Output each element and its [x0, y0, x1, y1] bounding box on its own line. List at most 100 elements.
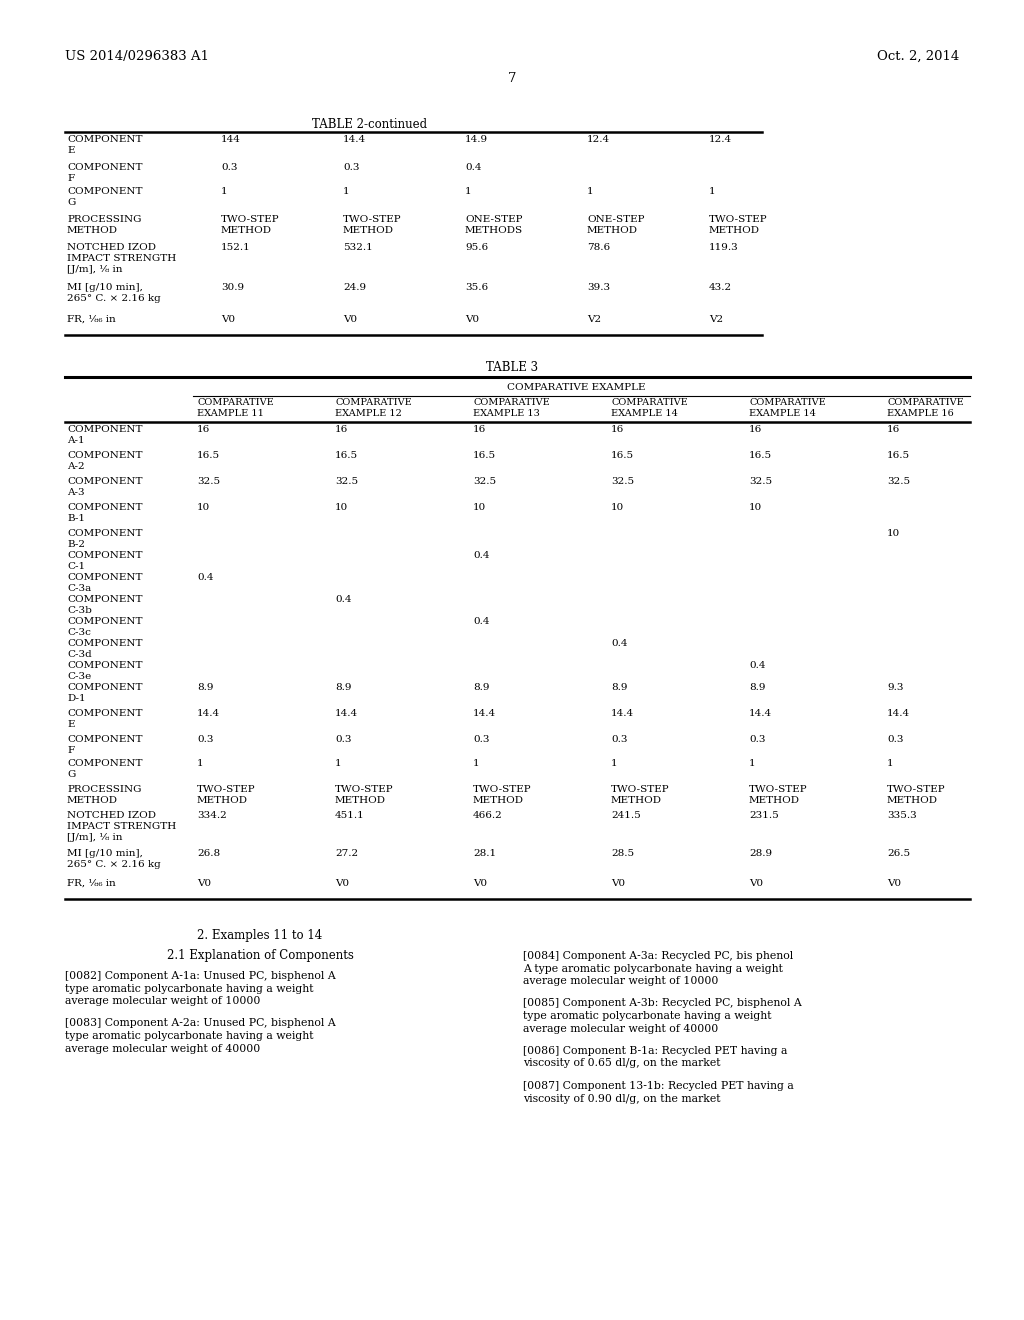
- Text: TWO-STEP: TWO-STEP: [473, 785, 531, 795]
- Text: 144: 144: [221, 135, 241, 144]
- Text: 1: 1: [343, 187, 349, 195]
- Text: 12.4: 12.4: [587, 135, 610, 144]
- Text: 26.8: 26.8: [197, 849, 220, 858]
- Text: 451.1: 451.1: [335, 810, 365, 820]
- Text: 119.3: 119.3: [709, 243, 738, 252]
- Text: COMPONENT: COMPONENT: [67, 735, 142, 744]
- Text: 10: 10: [197, 503, 210, 512]
- Text: 265° C. × 2.16 kg: 265° C. × 2.16 kg: [67, 861, 161, 869]
- Text: 16.5: 16.5: [887, 451, 910, 459]
- Text: 8.9: 8.9: [197, 682, 213, 692]
- Text: F: F: [67, 746, 74, 755]
- Text: PROCESSING: PROCESSING: [67, 785, 141, 795]
- Text: 1: 1: [473, 759, 479, 768]
- Text: 10: 10: [611, 503, 625, 512]
- Text: 16: 16: [749, 425, 762, 434]
- Text: V0: V0: [473, 879, 487, 888]
- Text: TABLE 3: TABLE 3: [486, 360, 538, 374]
- Text: METHOD: METHOD: [473, 796, 524, 805]
- Text: V0: V0: [197, 879, 211, 888]
- Text: B-1: B-1: [67, 513, 85, 523]
- Text: [0086] Component B-1a: Recycled PET having a: [0086] Component B-1a: Recycled PET havi…: [523, 1045, 787, 1056]
- Text: 14.9: 14.9: [465, 135, 488, 144]
- Text: [0085] Component A-3b: Recycled PC, bisphenol A: [0085] Component A-3b: Recycled PC, bisp…: [523, 998, 802, 1008]
- Text: ONE-STEP: ONE-STEP: [465, 215, 522, 224]
- Text: 14.4: 14.4: [473, 709, 496, 718]
- Text: COMPONENT: COMPONENT: [67, 595, 142, 605]
- Text: COMPARATIVE: COMPARATIVE: [197, 399, 273, 407]
- Text: 8.9: 8.9: [335, 682, 351, 692]
- Text: TWO-STEP: TWO-STEP: [749, 785, 808, 795]
- Text: viscosity of 0.65 dl/g, on the market: viscosity of 0.65 dl/g, on the market: [523, 1059, 721, 1068]
- Text: 0.3: 0.3: [749, 735, 766, 744]
- Text: [J/m], ⅛ in: [J/m], ⅛ in: [67, 265, 123, 275]
- Text: average molecular weight of 40000: average molecular weight of 40000: [65, 1044, 260, 1053]
- Text: COMPONENT: COMPONENT: [67, 661, 142, 671]
- Text: 28.5: 28.5: [611, 849, 634, 858]
- Text: viscosity of 0.90 dl/g, on the market: viscosity of 0.90 dl/g, on the market: [523, 1093, 721, 1104]
- Text: 14.4: 14.4: [611, 709, 634, 718]
- Text: TWO-STEP: TWO-STEP: [335, 785, 393, 795]
- Text: 466.2: 466.2: [473, 810, 503, 820]
- Text: EXAMPLE 12: EXAMPLE 12: [335, 409, 401, 418]
- Text: 0.4: 0.4: [611, 639, 628, 648]
- Text: METHOD: METHOD: [611, 796, 662, 805]
- Text: 78.6: 78.6: [587, 243, 610, 252]
- Text: TWO-STEP: TWO-STEP: [343, 215, 401, 224]
- Text: COMPARATIVE: COMPARATIVE: [749, 399, 825, 407]
- Text: METHOD: METHOD: [343, 226, 394, 235]
- Text: NOTCHED IZOD: NOTCHED IZOD: [67, 243, 156, 252]
- Text: type aromatic polycarbonate having a weight: type aromatic polycarbonate having a wei…: [523, 1011, 771, 1020]
- Text: 0.3: 0.3: [221, 162, 238, 172]
- Text: 16: 16: [887, 425, 900, 434]
- Text: A-3: A-3: [67, 488, 85, 498]
- Text: 32.5: 32.5: [335, 477, 358, 486]
- Text: METHOD: METHOD: [67, 796, 118, 805]
- Text: C-3d: C-3d: [67, 649, 92, 659]
- Text: 24.9: 24.9: [343, 282, 367, 292]
- Text: C-1: C-1: [67, 562, 85, 572]
- Text: 43.2: 43.2: [709, 282, 732, 292]
- Text: [0084] Component A-3a: Recycled PC, bis phenol: [0084] Component A-3a: Recycled PC, bis …: [523, 950, 794, 961]
- Text: TWO-STEP: TWO-STEP: [221, 215, 280, 224]
- Text: 28.1: 28.1: [473, 849, 496, 858]
- Text: COMPONENT: COMPONENT: [67, 187, 142, 195]
- Text: METHOD: METHOD: [587, 226, 638, 235]
- Text: 0.4: 0.4: [465, 162, 481, 172]
- Text: 16: 16: [197, 425, 210, 434]
- Text: A-1: A-1: [67, 436, 85, 445]
- Text: TWO-STEP: TWO-STEP: [887, 785, 945, 795]
- Text: 8.9: 8.9: [473, 682, 489, 692]
- Text: COMPONENT: COMPONENT: [67, 639, 142, 648]
- Text: COMPONENT: COMPONENT: [67, 451, 142, 459]
- Text: 8.9: 8.9: [611, 682, 628, 692]
- Text: IMPACT STRENGTH: IMPACT STRENGTH: [67, 822, 176, 832]
- Text: type aromatic polycarbonate having a weight: type aromatic polycarbonate having a wei…: [65, 1031, 313, 1041]
- Text: V0: V0: [343, 315, 357, 323]
- Text: A type aromatic polycarbonate having a weight: A type aromatic polycarbonate having a w…: [523, 964, 783, 974]
- Text: COMPONENT: COMPONENT: [67, 759, 142, 768]
- Text: 0.3: 0.3: [473, 735, 489, 744]
- Text: NOTCHED IZOD: NOTCHED IZOD: [67, 810, 156, 820]
- Text: 27.2: 27.2: [335, 849, 358, 858]
- Text: METHOD: METHOD: [221, 226, 272, 235]
- Text: PROCESSING: PROCESSING: [67, 215, 141, 224]
- Text: MI [g/10 min],: MI [g/10 min],: [67, 849, 143, 858]
- Text: 16.5: 16.5: [611, 451, 634, 459]
- Text: 10: 10: [335, 503, 348, 512]
- Text: 241.5: 241.5: [611, 810, 641, 820]
- Text: 0.3: 0.3: [197, 735, 213, 744]
- Text: COMPONENT: COMPONENT: [67, 550, 142, 560]
- Text: FR, ⅛₆ in: FR, ⅛₆ in: [67, 879, 116, 888]
- Text: 28.9: 28.9: [749, 849, 772, 858]
- Text: [J/m], ⅛ in: [J/m], ⅛ in: [67, 833, 123, 842]
- Text: EXAMPLE 14: EXAMPLE 14: [749, 409, 816, 418]
- Text: 14.4: 14.4: [335, 709, 358, 718]
- Text: average molecular weight of 10000: average molecular weight of 10000: [523, 975, 719, 986]
- Text: 0.4: 0.4: [749, 661, 766, 671]
- Text: COMPONENT: COMPONENT: [67, 162, 142, 172]
- Text: 0.3: 0.3: [887, 735, 903, 744]
- Text: 16.5: 16.5: [749, 451, 772, 459]
- Text: B-2: B-2: [67, 540, 85, 549]
- Text: COMPONENT: COMPONENT: [67, 477, 142, 486]
